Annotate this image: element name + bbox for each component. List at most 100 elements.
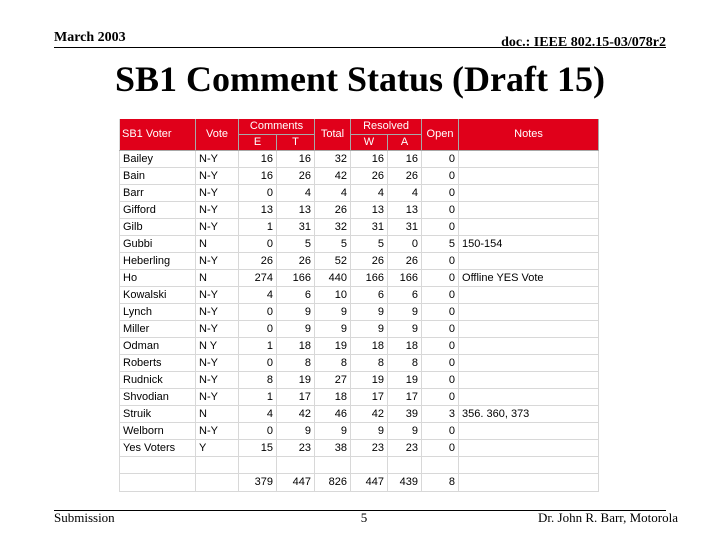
cell-w: 31: [350, 218, 388, 236]
cell-w: 6: [350, 286, 388, 304]
cell-open: 0: [421, 354, 460, 372]
cell-notes: [458, 371, 600, 389]
cell-w: 17: [350, 388, 388, 406]
cell-voter: Heberling: [119, 252, 196, 270]
cell-voter: Gifford: [119, 201, 196, 219]
table-row: Struik N 4 42 46 42 39 3 356. 360, 373: [119, 405, 600, 423]
footer-author: Dr. John R. Barr, Motorola: [538, 510, 678, 525]
cell-vote: N-Y: [195, 150, 239, 168]
table-row: Odman N Y 1 18 19 18 18 0: [119, 337, 600, 355]
cell-notes: 356. 360, 373: [458, 405, 600, 423]
cell-total: 440: [314, 269, 351, 287]
cell-notes: [458, 167, 600, 185]
table-row: Gifford N-Y 13 13 26 13 13 0: [119, 201, 600, 219]
table-row: Heberling N-Y 26 26 52 26 26 0: [119, 252, 600, 270]
cell-vote: N-Y: [195, 388, 239, 406]
col-header-open: Open: [421, 119, 460, 151]
cell-total: 46: [314, 405, 351, 423]
cell-w: 9: [350, 303, 388, 321]
cell-voter: Ho: [119, 269, 196, 287]
cell-a: 39: [387, 405, 423, 423]
col-header-comments: Comments: [238, 119, 315, 135]
cell-vote: N-Y: [195, 252, 239, 270]
table-header-row-1: SB1 Voter Vote Comments Total Resolved O…: [119, 119, 600, 151]
cell-e: [238, 456, 277, 474]
header-rule: [54, 47, 666, 48]
cell-t: [276, 456, 315, 474]
cell-a: 6: [387, 286, 423, 304]
cell-voter: Yes Voters: [119, 439, 196, 457]
total-cell-total: 826: [314, 473, 351, 492]
table-row: Shvodian N-Y 1 17 18 17 17 0: [119, 388, 600, 406]
totals-row: 379 447 826 447 439 8: [119, 473, 600, 492]
cell-t: 5: [276, 235, 315, 253]
cell-w: 23: [350, 439, 388, 457]
cell-voter: Welborn: [119, 422, 196, 440]
cell-e: 1: [238, 218, 277, 236]
comment-status-table: SB1 Voter Vote Comments Total Resolved O…: [119, 119, 600, 492]
cell-open: 0: [421, 269, 460, 287]
cell-notes: [458, 337, 600, 355]
cell-voter: [119, 456, 196, 474]
cell-w: 26: [350, 167, 388, 185]
cell-a: 26: [387, 167, 423, 185]
cell-w: 19: [350, 371, 388, 389]
cell-w: [350, 456, 388, 474]
cell-total: 52: [314, 252, 351, 270]
cell-a: 0: [387, 235, 423, 253]
cell-notes: [458, 439, 600, 457]
cell-voter: Kowalski: [119, 286, 196, 304]
cell-vote: N Y: [195, 337, 239, 355]
cell-total: 42: [314, 167, 351, 185]
cell-e: 1: [238, 388, 277, 406]
total-cell-t: 447: [276, 473, 315, 492]
cell-voter: Miller: [119, 320, 196, 338]
cell-w: 5: [350, 235, 388, 253]
cell-a: 8: [387, 354, 423, 372]
cell-t: 9: [276, 303, 315, 321]
cell-a: 4: [387, 184, 423, 202]
cell-total: 32: [314, 218, 351, 236]
cell-a: 23: [387, 439, 423, 457]
cell-voter: Gilb: [119, 218, 196, 236]
cell-open: 0: [421, 252, 460, 270]
total-cell-empty: [458, 473, 600, 492]
cell-total: 9: [314, 303, 351, 321]
cell-notes: [458, 252, 600, 270]
table-row: Barr N-Y 0 4 4 4 4 0: [119, 184, 600, 202]
cell-w: 16: [350, 150, 388, 168]
cell-w: 42: [350, 405, 388, 423]
cell-e: 0: [238, 320, 277, 338]
table-row: Bailey N-Y 16 16 32 16 16 0: [119, 150, 600, 168]
col-header-voter: SB1 Voter: [119, 119, 196, 151]
cell-vote: N: [195, 269, 239, 287]
cell-vote: N-Y: [195, 303, 239, 321]
cell-open: 0: [421, 303, 460, 321]
footer-page-number: 5: [360, 510, 368, 525]
cell-t: 31: [276, 218, 315, 236]
cell-total: 9: [314, 422, 351, 440]
table-row: Gubbi N 0 5 5 5 0 5 150-154: [119, 235, 600, 253]
cell-open: 0: [421, 150, 460, 168]
cell-t: 9: [276, 320, 315, 338]
cell-vote: N-Y: [195, 167, 239, 185]
total-cell-a: 439: [387, 473, 423, 492]
cell-t: 6: [276, 286, 315, 304]
cell-open: 5: [421, 235, 460, 253]
cell-open: 0: [421, 286, 460, 304]
cell-voter: Struik: [119, 405, 196, 423]
table-row: Ho N 274 166 440 166 166 0 Offline YES Vote: [119, 269, 600, 287]
cell-e: 0: [238, 303, 277, 321]
table-row: Kowalski N-Y 4 6 10 6 6 0: [119, 286, 600, 304]
cell-vote: N: [195, 235, 239, 253]
cell-total: 9: [314, 320, 351, 338]
cell-a: [387, 456, 423, 474]
cell-total: 32: [314, 150, 351, 168]
cell-e: 8: [238, 371, 277, 389]
cell-a: 9: [387, 422, 423, 440]
cell-vote: N-Y: [195, 422, 239, 440]
cell-notes: [458, 422, 600, 440]
cell-w: 9: [350, 422, 388, 440]
cell-vote: N-Y: [195, 354, 239, 372]
cell-notes: [458, 286, 600, 304]
